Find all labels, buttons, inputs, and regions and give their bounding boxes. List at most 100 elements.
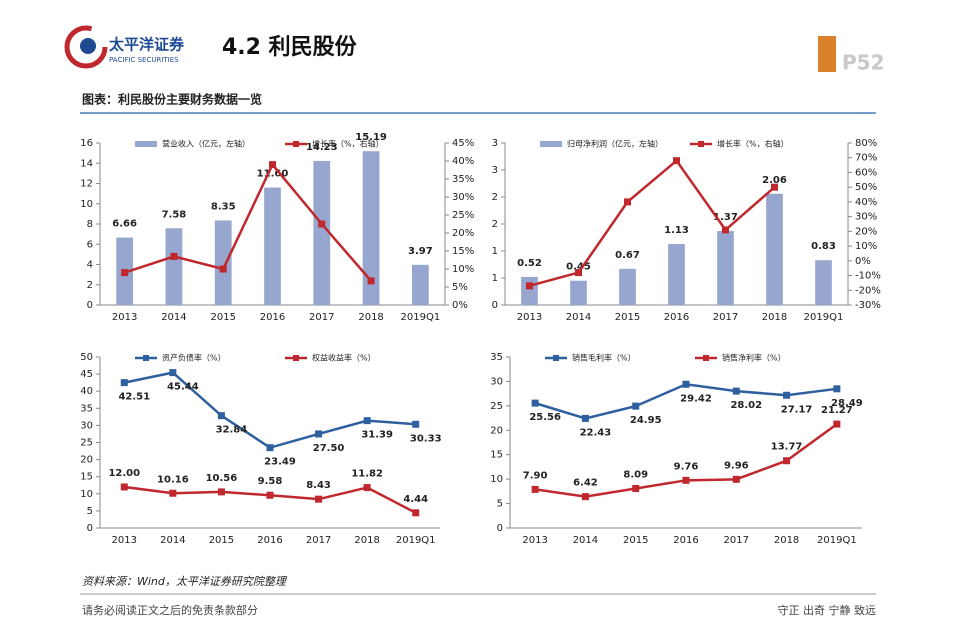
bar bbox=[521, 276, 538, 305]
legend-label: 归母净利润（亿元，左轴） bbox=[567, 139, 663, 149]
y2-tick-label: 20% bbox=[452, 228, 474, 239]
value-label: 14.23 bbox=[306, 142, 338, 153]
y-tick-label: 25 bbox=[80, 438, 93, 449]
point bbox=[217, 412, 225, 420]
x-tick-label: 2013 bbox=[517, 312, 542, 323]
x-tick-label: 2013 bbox=[112, 312, 137, 323]
value-label: 6.42 bbox=[573, 478, 598, 489]
value-label: 0.67 bbox=[615, 250, 640, 261]
line bbox=[529, 158, 776, 288]
point bbox=[783, 457, 791, 465]
x-tick-label: 2015 bbox=[615, 312, 640, 323]
value-label: 42.51 bbox=[118, 392, 150, 403]
value-label: 32.84 bbox=[216, 425, 248, 436]
caption: 图表：利民股份主要财务数据一览 bbox=[82, 92, 262, 107]
bar bbox=[313, 160, 331, 305]
value-label: 3.97 bbox=[408, 246, 433, 257]
legend-label: 资产负债率（%） bbox=[162, 353, 226, 363]
y-tick-label: 30 bbox=[490, 376, 503, 387]
value-label: 45.44 bbox=[167, 382, 199, 393]
y2-tick-label: 60% bbox=[855, 167, 877, 178]
point bbox=[531, 399, 539, 407]
value-label: 30.33 bbox=[410, 433, 442, 444]
x-tick-label: 2013 bbox=[522, 535, 547, 546]
x-tick-label: 2017 bbox=[306, 535, 331, 546]
point bbox=[833, 420, 841, 428]
value-label: 8.43 bbox=[306, 480, 331, 491]
legend-label: 销售毛利率（%） bbox=[572, 353, 636, 363]
x-tick-label: 2016 bbox=[664, 312, 689, 323]
legend-marker bbox=[293, 355, 299, 361]
y2-tick-label: 30% bbox=[452, 192, 474, 203]
y-tick-label: 8 bbox=[87, 219, 93, 230]
point bbox=[581, 493, 589, 501]
value-label: 11.60 bbox=[257, 169, 289, 180]
bar bbox=[411, 264, 429, 305]
point bbox=[120, 483, 128, 491]
bar bbox=[214, 220, 232, 305]
point bbox=[624, 198, 631, 206]
value-label: 8.35 bbox=[211, 201, 236, 212]
bar bbox=[570, 280, 587, 305]
brand-en: PACIFIC SECURITIES bbox=[109, 56, 179, 64]
point bbox=[833, 385, 841, 393]
value-label: 11.82 bbox=[351, 469, 383, 480]
bar bbox=[668, 243, 685, 305]
point bbox=[575, 269, 582, 277]
bar bbox=[766, 193, 783, 305]
point bbox=[581, 414, 589, 422]
x-tick-label: 2014 bbox=[566, 312, 591, 323]
value-label: 10.16 bbox=[157, 474, 189, 485]
point bbox=[315, 495, 323, 503]
legend-marker bbox=[703, 355, 709, 361]
legend-label: 增长率（%，右轴） bbox=[312, 139, 384, 149]
y2-tick-label: -30% bbox=[855, 300, 881, 311]
y-tick-label: 2 bbox=[492, 192, 498, 203]
x-tick-label: 2017 bbox=[309, 312, 334, 323]
y-tick-label: 0 bbox=[492, 300, 498, 311]
y-tick-label: 3 bbox=[492, 165, 498, 176]
y2-tick-label: -10% bbox=[855, 271, 881, 282]
bar bbox=[264, 187, 281, 305]
y-tick-label: 5 bbox=[87, 506, 93, 517]
brand: 太平洋证券 bbox=[109, 36, 185, 54]
y-tick-label: 15 bbox=[80, 472, 93, 483]
y2-tick-label: 45% bbox=[452, 138, 474, 149]
point bbox=[732, 387, 740, 395]
y2-tick-label: 40% bbox=[855, 197, 877, 208]
point bbox=[682, 476, 690, 484]
y2-tick-label: 25% bbox=[452, 210, 474, 221]
legend-label: 增长率（%，右轴） bbox=[717, 139, 789, 149]
value-label: 9.96 bbox=[724, 460, 749, 471]
page-badge bbox=[818, 36, 836, 72]
bar bbox=[619, 268, 636, 305]
point bbox=[120, 379, 128, 387]
value-label: 28.49 bbox=[831, 398, 863, 409]
x-tick-label: 2017 bbox=[713, 312, 738, 323]
y-tick-label: 16 bbox=[80, 138, 93, 149]
x-tick-label: 2018 bbox=[354, 535, 379, 546]
y-tick-label: 0 bbox=[497, 523, 503, 534]
y-tick-label: 10 bbox=[80, 199, 93, 210]
y-tick-label: 3 bbox=[492, 138, 498, 149]
y-tick-label: 35 bbox=[80, 403, 93, 414]
legend-label: 营业收入（亿元，左轴） bbox=[162, 139, 250, 149]
x-tick-label: 2018 bbox=[762, 312, 787, 323]
value-label: 9.58 bbox=[258, 476, 283, 487]
y-tick-label: 15 bbox=[490, 450, 503, 461]
x-tick-label: 2013 bbox=[112, 535, 137, 546]
y-tick-label: 1 bbox=[492, 273, 498, 284]
source: 资料来源：Wind，太平洋证券研究院整理 bbox=[82, 575, 288, 588]
point bbox=[783, 391, 791, 399]
value-label: 12.00 bbox=[108, 468, 140, 479]
value-label: 1.13 bbox=[664, 225, 689, 236]
point bbox=[266, 491, 274, 499]
y-tick-label: 10 bbox=[80, 489, 93, 500]
value-label: 28.02 bbox=[730, 400, 762, 411]
point bbox=[673, 157, 680, 165]
point bbox=[269, 161, 276, 169]
y-tick-label: 50 bbox=[80, 352, 93, 363]
point bbox=[315, 430, 323, 438]
point bbox=[170, 252, 178, 260]
